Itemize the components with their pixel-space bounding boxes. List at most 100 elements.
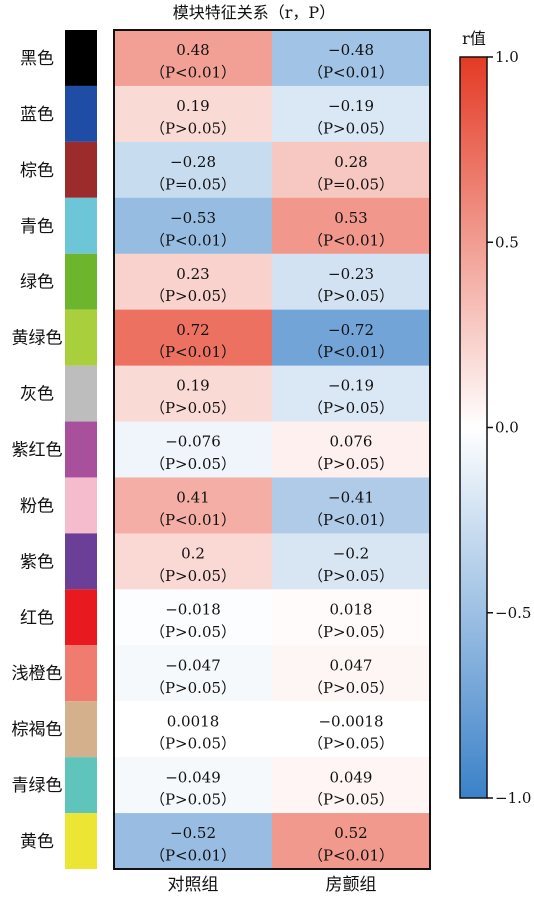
heat-cell-12-0 — [114, 701, 272, 758]
cell-r-value-13-1: 0.049 — [330, 768, 373, 786]
heat-cell-7-1 — [272, 421, 430, 478]
colorbar — [459, 56, 488, 799]
cell-r-value-4-1: −0.23 — [328, 265, 374, 283]
row-label-2: 棕色 — [20, 161, 54, 181]
cell-r-value-3-0: −0.53 — [170, 209, 216, 227]
cell-r-value-6-1: −0.19 — [328, 377, 374, 395]
heat-cell-11-1 — [272, 645, 430, 702]
cell-p-value-6-1: （P>0.05） — [308, 399, 394, 417]
heat-cell-14-0 — [114, 813, 272, 870]
cell-r-value-14-0: −0.52 — [170, 824, 216, 842]
row-label-6: 灰色 — [20, 385, 54, 405]
swatch-10 — [65, 589, 97, 646]
cell-r-value-10-0: −0.018 — [165, 600, 221, 618]
swatch-1 — [65, 85, 97, 142]
heat-cell-3-0 — [114, 197, 272, 255]
swatch-7 — [65, 421, 97, 478]
swatch-12 — [65, 701, 97, 758]
heat-cell-8-0 — [114, 477, 272, 534]
cell-r-value-1-0: 0.19 — [176, 97, 209, 115]
swatch-2 — [65, 141, 97, 198]
cell-p-value-2-1: （P=0.05） — [308, 175, 394, 193]
heat-cell-6-1 — [272, 365, 430, 423]
row-label-10: 红色 — [20, 608, 54, 628]
cell-p-value-14-0: （P<0.01） — [150, 847, 236, 865]
heat-cell-13-1 — [272, 757, 430, 814]
swatch-0 — [65, 30, 97, 86]
cell-p-value-9-1: （P>0.05） — [308, 567, 394, 585]
cell-r-value-7-0: −0.076 — [165, 433, 221, 451]
heat-cell-4-1 — [272, 253, 430, 311]
row-label-11: 浅橙色 — [12, 664, 63, 684]
swatch-11 — [65, 645, 97, 702]
cell-r-value-9-1: −0.2 — [333, 545, 369, 563]
cell-p-value-10-1: （P>0.05） — [308, 623, 394, 641]
heat-cell-4-0 — [114, 253, 272, 311]
heat-cell-8-1 — [272, 477, 430, 534]
heat-cell-14-1 — [272, 813, 430, 870]
swatch-14 — [65, 813, 97, 869]
heat-cell-2-1 — [272, 141, 430, 199]
cell-p-value-10-0: （P>0.05） — [150, 623, 236, 641]
cell-p-value-6-0: （P>0.05） — [150, 399, 236, 417]
cell-p-value-5-1: （P<0.01） — [308, 343, 394, 361]
cell-p-value-1-1: （P>0.05） — [308, 119, 394, 137]
swatch-3 — [65, 197, 97, 254]
cell-r-value-8-1: −0.41 — [328, 489, 374, 507]
cell-p-value-3-1: （P<0.01） — [308, 231, 394, 249]
cell-p-value-13-1: （P>0.05） — [308, 791, 394, 809]
column-label-0: 对照组 — [168, 875, 219, 895]
cell-p-value-7-0: （P>0.05） — [150, 455, 236, 473]
cell-p-value-8-1: （P<0.01） — [308, 511, 394, 529]
cell-r-value-5-1: −0.72 — [328, 321, 374, 339]
chart-title: 模块特征关系（r，P） — [173, 3, 335, 22]
column-label-1: 房颤组 — [326, 875, 377, 895]
row-label-5: 黄绿色 — [12, 329, 63, 349]
heat-cell-5-0 — [114, 309, 272, 367]
heat-cell-10-0 — [114, 589, 272, 646]
heatmap-border — [113, 29, 431, 870]
row-label-9: 紫色 — [20, 552, 54, 572]
cell-p-value-8-0: （P<0.01） — [150, 511, 236, 529]
cell-r-value-1-1: −0.19 — [328, 97, 374, 115]
colorbar-ticks: 1.0 0.5 0.0 −0.5 −1.0 — [487, 48, 531, 807]
heat-cell-13-0 — [114, 757, 272, 814]
cell-r-value-6-0: 0.19 — [176, 377, 209, 395]
cell-r-value-10-1: 0.018 — [330, 600, 373, 618]
heat-cell-9-1 — [272, 533, 430, 590]
swatch-9 — [65, 533, 97, 590]
cell-r-value-13-0: −0.049 — [165, 768, 221, 786]
cell-r-value-4-0: 0.23 — [176, 265, 209, 283]
row-label-1: 蓝色 — [20, 105, 54, 125]
heat-cell-11-0 — [114, 645, 272, 702]
cell-r-value-12-1: −0.0018 — [318, 712, 383, 730]
row-label-13: 青绿色 — [12, 776, 63, 796]
cell-p-value-3-0: （P<0.01） — [150, 231, 236, 249]
cell-p-value-0-0: （P<0.01） — [150, 64, 236, 82]
cell-p-value-12-1: （P>0.05） — [308, 735, 394, 753]
cell-r-value-0-0: 0.48 — [176, 41, 209, 59]
swatch-13 — [65, 757, 97, 814]
cell-p-value-1-0: （P>0.05） — [150, 119, 236, 137]
row-label-7: 紫红色 — [12, 441, 63, 461]
heat-cell-0-0 — [114, 30, 272, 87]
heat-cell-10-1 — [272, 589, 430, 646]
colorbar-tick-label-3: −0.5 — [495, 604, 531, 622]
row-label-14: 黄色 — [20, 832, 54, 852]
colorbar-tick-label-1: 0.5 — [495, 233, 519, 251]
cell-r-value-5-0: 0.72 — [176, 321, 209, 339]
cell-p-value-2-0: （P=0.05） — [150, 175, 236, 193]
cell-r-value-14-1: 0.52 — [334, 824, 367, 842]
cell-r-value-3-1: 0.53 — [334, 209, 367, 227]
swatch-6 — [65, 365, 97, 422]
row-label-12: 棕褐色 — [12, 720, 63, 740]
cell-r-value-7-1: 0.076 — [330, 433, 373, 451]
swatch-4 — [65, 253, 97, 310]
heat-cell-5-1 — [272, 309, 430, 367]
cell-r-value-11-0: −0.047 — [165, 656, 221, 674]
cell-p-value-5-0: （P<0.01） — [150, 343, 236, 361]
heat-cell-7-0 — [114, 421, 272, 478]
module-swatches — [65, 30, 97, 869]
cell-r-value-12-0: 0.0018 — [167, 712, 220, 730]
